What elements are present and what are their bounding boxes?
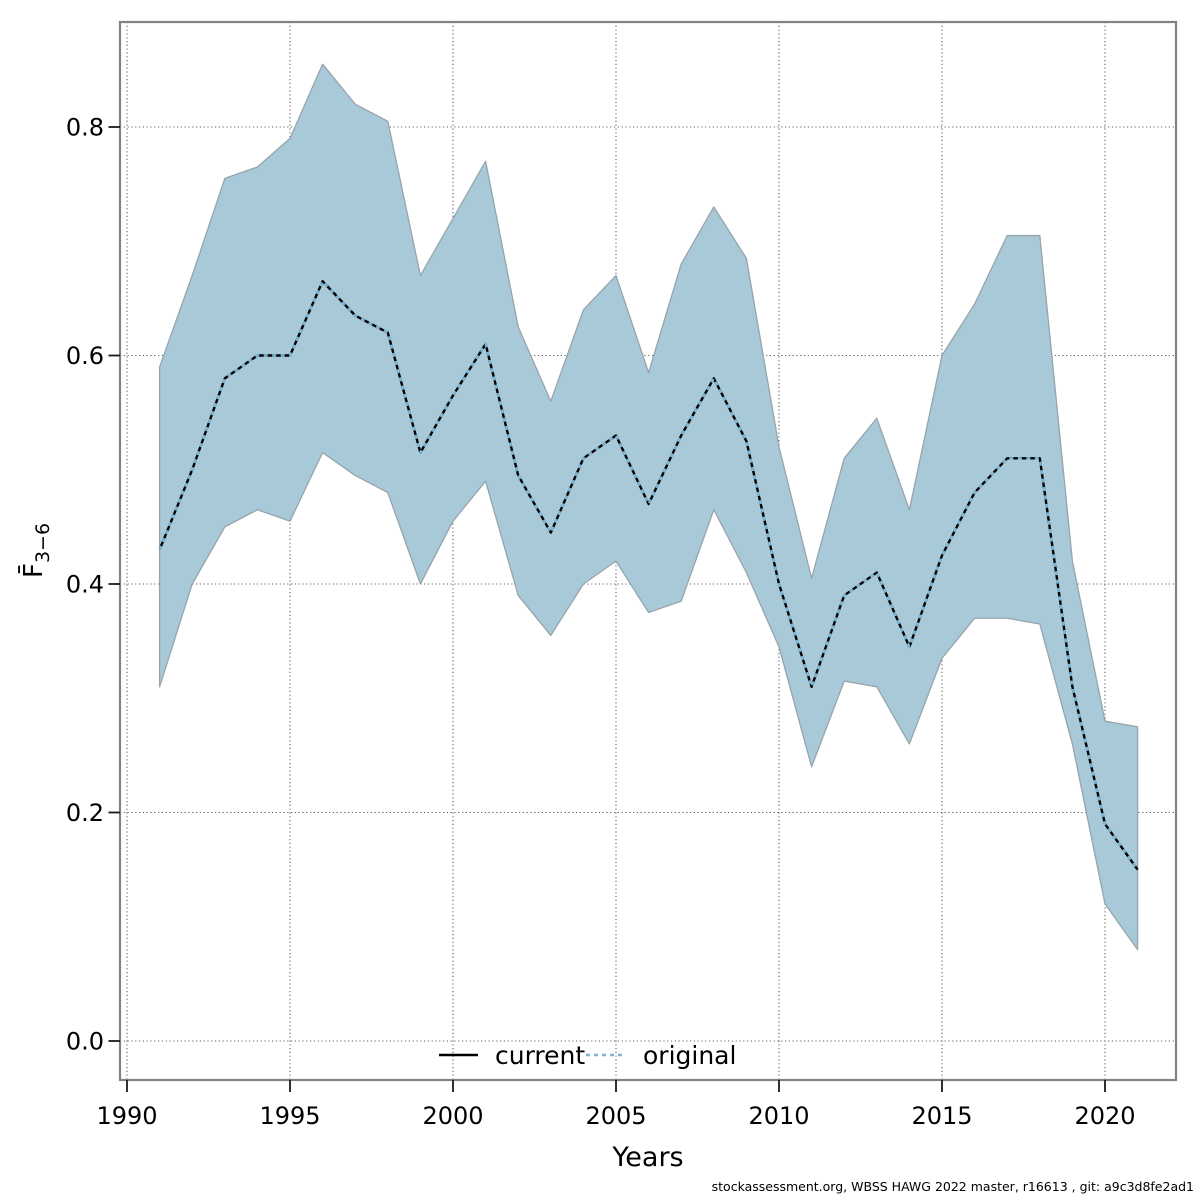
x-tick-label-2020: 2020 [1074,1102,1135,1130]
x-tick-label-1990: 1990 [96,1102,157,1130]
legend: current original [439,1041,736,1070]
x-tick-label-2015: 2015 [911,1102,972,1130]
footer-attribution: stockassessment.org, WBSS HAWG 2022 mast… [712,1179,1194,1194]
x-tick-label-2010: 2010 [748,1102,809,1130]
x-axis-title: Years [611,1142,683,1173]
y-tick-label-0.4: 0.4 [66,571,104,599]
plot-border [118,20,1178,1082]
x-tick-label-1995: 1995 [259,1102,320,1130]
legend-current-label: current [495,1041,585,1070]
legend-original-label: original [643,1041,736,1070]
y-tick-label-0: 0.0 [66,1028,104,1056]
y-axis-title-base: F̄ [17,563,49,578]
confidence-band [158,63,1139,951]
y-tick-label-0.8: 0.8 [66,114,104,142]
y-axis-title: F̄3−6 [17,523,54,578]
y-tick-label-0.6: 0.6 [66,342,104,370]
confidence-band-polygon [158,63,1139,951]
x-tick-label-2000: 2000 [422,1102,483,1130]
x-tick-label-2005: 2005 [585,1102,646,1130]
original-line [158,280,1139,871]
x-axis: 1990 1995 2000 2005 2010 2015 2020 [96,1080,1136,1130]
y-axis: 0.0 0.2 0.4 0.6 0.8 [66,114,120,1056]
y-tick-label-0.2: 0.2 [66,799,104,827]
y-axis-title-subscript: 3−6 [32,523,54,563]
series-lines [158,280,1139,871]
